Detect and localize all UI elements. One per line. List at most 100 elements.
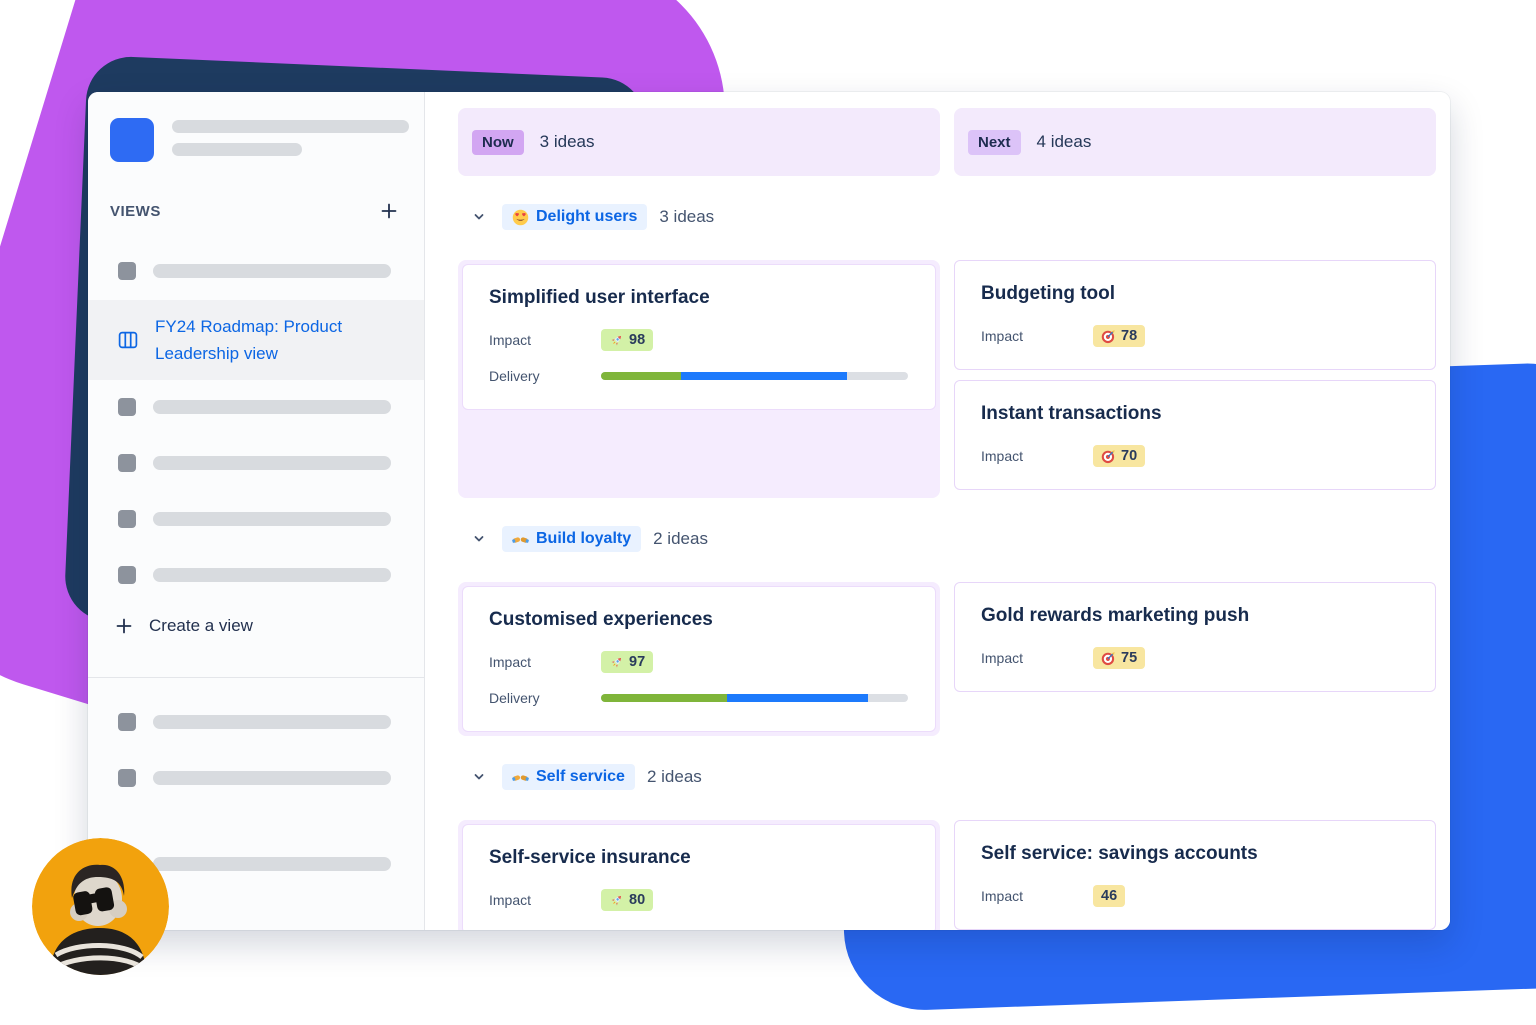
lane-next-delight-users: Budgeting tool Impact 78 (954, 260, 1436, 498)
skeleton-square (118, 262, 136, 280)
column-count: 3 ideas (539, 132, 595, 151)
target-icon (1101, 651, 1115, 665)
idea-title: Budgeting tool (981, 283, 1116, 304)
target-icon (1101, 449, 1115, 463)
sidebar-skeleton-item[interactable] (118, 454, 391, 472)
rocket-icon (611, 657, 622, 667)
lane-now-delight-users: Simplified user interface Impact (458, 260, 940, 498)
group-label-delight-users[interactable]: Delight users (502, 204, 648, 230)
sidebar-skeleton-item[interactable] (118, 769, 391, 787)
collapse-group-button[interactable] (468, 206, 490, 228)
photo-person-binoculars (32, 838, 169, 975)
idea-title: Gold rewards marketing push (981, 605, 1250, 626)
progress-segment-inprogress (726, 694, 869, 702)
delivery-label: Delivery (489, 368, 540, 384)
group-count: 3 ideas (659, 207, 715, 226)
sidebar-item-fy24-roadmap[interactable]: FY24 Roadmap: Product Leadership view (88, 300, 424, 380)
idea-card[interactable]: Simplified user interface Impact (462, 264, 936, 410)
impact-badge: 70 (1093, 445, 1146, 467)
sidebar-skeleton-item[interactable] (118, 398, 391, 416)
sidebar-divider (88, 677, 424, 678)
column-header-now: Now 3 ideas (458, 108, 940, 176)
skeleton-square (118, 454, 136, 472)
board-columns-icon (118, 331, 138, 349)
impact-badge: 98 (601, 329, 654, 351)
impact-label: Impact (981, 448, 1024, 464)
sidebar-skeleton-item[interactable] (118, 262, 391, 280)
handshake-icon (512, 536, 529, 543)
handshake-icon (512, 774, 529, 781)
skeleton-bar (172, 143, 302, 156)
idea-card[interactable]: Budgeting tool Impact 78 (954, 260, 1436, 370)
sidebar: VIEWS FY24 Roadmap: Product Leadership v… (88, 92, 425, 930)
skeleton-bar (153, 400, 391, 414)
now-status-badge: Now (472, 129, 524, 155)
impact-label: Impact (489, 332, 532, 348)
skeleton-square (118, 510, 136, 528)
skeleton-bar (153, 715, 391, 729)
sidebar-skeleton-item[interactable] (118, 713, 391, 731)
skeleton-square (118, 713, 136, 731)
impact-label: Impact (981, 650, 1024, 666)
impact-badge: 75 (1093, 647, 1146, 669)
chevron-down-icon (474, 214, 484, 220)
group-label-build-loyalty[interactable]: Build loyalty (502, 526, 642, 552)
impact-badge: 97 (601, 651, 654, 673)
idea-card[interactable]: Instant transactions Impact 70 (954, 380, 1436, 490)
sidebar-skeleton-item[interactable] (118, 510, 391, 528)
active-view-label: FY24 Roadmap: Product Leadership view (155, 317, 343, 363)
idea-card[interactable]: Self-service insurance Impact (462, 824, 936, 930)
column-header-next: Next 4 ideas (954, 108, 1436, 176)
idea-title: Self-service insurance (489, 847, 691, 868)
group-label-self-service[interactable]: Self service (502, 764, 635, 790)
group-count: 2 ideas (646, 767, 702, 786)
collapse-group-button[interactable] (468, 766, 490, 788)
idea-card[interactable]: Customised experiences Impact (462, 586, 936, 732)
lane-now-self-service: Self-service insurance Impact (458, 820, 940, 930)
impact-badge: 46 (1093, 885, 1126, 907)
chevron-down-icon (474, 774, 484, 780)
skeleton-square (118, 398, 136, 416)
next-status-badge: Next (968, 129, 1021, 155)
idea-card[interactable]: Gold rewards marketing push Impact (954, 582, 1436, 692)
roadmap-board: Now 3 ideas Next 4 ideas (425, 92, 1450, 930)
progress-segment-done (601, 694, 727, 702)
plus-icon (381, 203, 397, 219)
views-section-label: VIEWS (110, 202, 161, 220)
delivery-progress (601, 372, 908, 380)
group-count: 2 ideas (653, 529, 708, 548)
progress-segment-done (601, 372, 681, 380)
group-row-delight-users: Delight users 3 ideas (468, 202, 1437, 232)
impact-label: Impact (489, 892, 532, 908)
add-view-button[interactable] (376, 198, 402, 224)
idea-card[interactable]: Self service: savings accounts Impact 46 (954, 820, 1436, 930)
group-row-build-loyalty: Build loyalty 2 ideas (468, 524, 1437, 554)
idea-title: Simplified user interface (489, 287, 710, 308)
lane-next-build-loyalty: Gold rewards marketing push Impact (954, 582, 1436, 736)
collapse-group-button[interactable] (468, 528, 490, 550)
skeleton-bar (153, 771, 391, 785)
idea-title: Self service: savings accounts (981, 843, 1258, 864)
skeleton-square (118, 566, 136, 584)
column-count: 4 ideas (1036, 132, 1092, 151)
create-view-button[interactable]: Create a view (114, 616, 253, 636)
skeleton-bar (153, 456, 391, 470)
rocket-icon (611, 895, 622, 905)
impact-label: Impact (981, 328, 1024, 344)
impact-badge: 78 (1093, 325, 1146, 347)
skeleton-bar (153, 857, 391, 871)
delivery-progress (601, 694, 908, 702)
skeleton-bar (153, 264, 391, 278)
app-logo (110, 118, 154, 162)
skeleton-bar (172, 120, 409, 133)
skeleton-bar (153, 568, 391, 582)
idea-title: Instant transactions (981, 403, 1162, 424)
target-icon (1101, 329, 1115, 343)
app-window: VIEWS FY24 Roadmap: Product Leadership v… (88, 92, 1450, 930)
impact-badge: 80 (601, 889, 654, 911)
sidebar-skeleton-item[interactable] (118, 566, 391, 584)
lane-next-self-service: Self service: savings accounts Impact 46 (954, 820, 1436, 930)
progress-segment-inprogress (680, 372, 847, 380)
skeleton-square (118, 769, 136, 787)
skeleton-bar (153, 512, 391, 526)
